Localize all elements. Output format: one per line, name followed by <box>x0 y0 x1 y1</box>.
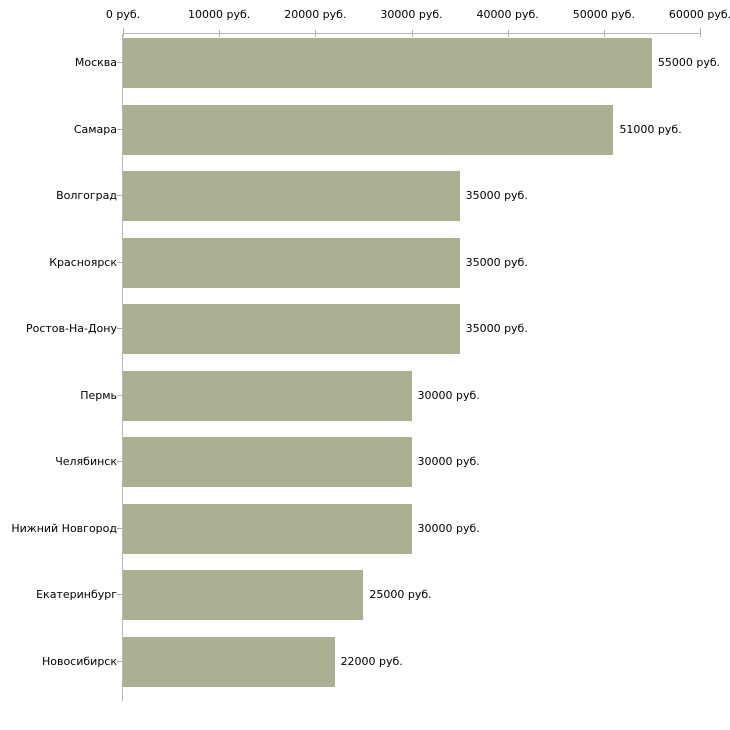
bar-row: Пермь 30000 руб. <box>0 370 730 421</box>
category-label: Новосибирск <box>41 654 117 668</box>
bar[interactable] <box>123 104 614 155</box>
bar-row: Челябинск 30000 руб. <box>0 437 730 487</box>
bar-value-label: 30000 руб. <box>417 388 480 402</box>
y-axis-line <box>122 34 123 701</box>
y-tick-mark <box>117 527 123 529</box>
category-label: Нижний Новгород <box>11 521 117 535</box>
x-tick-label: 20000 руб. <box>284 8 347 21</box>
category-label: Волгоград <box>56 189 117 202</box>
bar[interactable] <box>123 38 652 88</box>
y-tick-mark <box>117 261 123 263</box>
bar-row: Ростов-На-Дону 35000 руб. <box>0 304 730 354</box>
bar-row: Волгоград 35000 руб. <box>0 171 730 221</box>
y-tick-mark <box>117 594 123 595</box>
y-tick-mark <box>117 62 123 63</box>
bar[interactable] <box>123 437 412 487</box>
bar[interactable] <box>123 304 460 354</box>
category-label: Екатеринбург <box>36 588 117 601</box>
x-tick-label: 40000 руб. <box>476 8 539 21</box>
bar[interactable] <box>123 171 460 221</box>
category-label: Ростов-На-Дону <box>25 322 117 335</box>
x-tick-label: 50000 руб. <box>572 8 635 21</box>
x-tick-mark <box>603 30 605 37</box>
bar[interactable] <box>123 503 412 554</box>
bar-row: Самара 51000 руб. <box>0 104 730 155</box>
plot-area: Москва 55000 руб. Самара 51000 руб. Волгогра… <box>0 38 730 703</box>
bar-value-label: 30000 руб. <box>417 455 480 468</box>
bar-value-label: 30000 руб. <box>417 521 480 535</box>
y-tick-mark <box>117 328 123 329</box>
bar-row: Нижний Новгород 30000 руб. <box>0 503 730 554</box>
y-tick-mark <box>117 128 123 130</box>
x-tick-mark <box>123 30 124 37</box>
bar[interactable] <box>123 570 364 620</box>
bar-value-label: 35000 руб. <box>465 189 528 202</box>
category-label: Красноярск <box>49 255 117 269</box>
category-label: Пермь <box>80 388 117 402</box>
bar-value-label: 55000 руб. <box>657 56 721 69</box>
bar-row: Москва 55000 руб. <box>0 38 730 88</box>
bar[interactable] <box>123 636 335 687</box>
category-label: Москва <box>74 56 117 69</box>
y-tick-mark <box>117 394 123 396</box>
x-axis: 0 руб. 10000 руб. 20000 руб. 30000 руб. 4000… <box>0 0 730 38</box>
bar-value-label: 35000 руб. <box>465 322 528 335</box>
x-tick-mark <box>219 30 221 37</box>
y-tick-mark <box>117 461 123 462</box>
x-tick-mark <box>507 30 509 37</box>
bar-value-label: 22000 руб. <box>340 654 403 668</box>
x-tick-label: 60000 руб. <box>668 8 730 21</box>
x-tick-label: 30000 руб. <box>380 8 443 21</box>
x-tick-label: 10000 руб. <box>188 8 251 21</box>
x-tick-mark <box>700 30 701 37</box>
x-tick-label: 0 руб. <box>105 8 141 21</box>
bar-row: Новосибирск 22000 руб. <box>0 636 730 687</box>
bar-value-label: 51000 руб. <box>619 122 682 136</box>
bar[interactable] <box>123 237 460 288</box>
bar-value-label: 35000 руб. <box>465 255 528 269</box>
bar-row: Екатеринбург 25000 руб. <box>0 570 730 620</box>
bar-value-label: 25000 руб. <box>369 588 432 601</box>
bar[interactable] <box>123 370 412 421</box>
y-tick-mark <box>117 195 123 196</box>
bar-row: Красноярск 35000 руб. <box>0 237 730 288</box>
x-tick-mark <box>315 30 317 37</box>
y-tick-mark <box>117 660 123 662</box>
category-label: Самара <box>73 122 117 136</box>
category-label: Челябинск <box>55 455 117 468</box>
x-tick-mark <box>411 30 413 37</box>
